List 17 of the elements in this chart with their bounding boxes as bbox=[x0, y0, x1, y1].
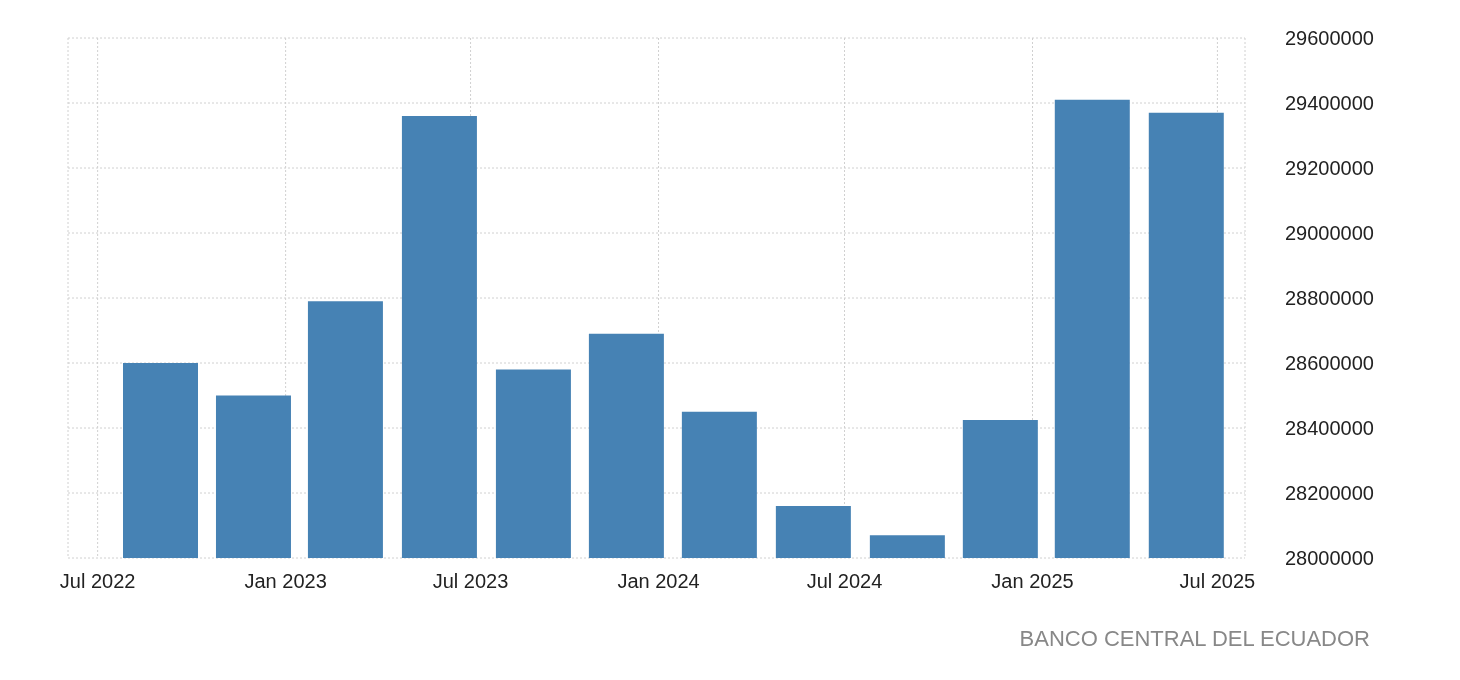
y-tick-label: 28600000 bbox=[1285, 352, 1374, 375]
x-tick-label: Jul 2023 bbox=[432, 570, 509, 593]
y-tick-label: 29000000 bbox=[1285, 222, 1374, 245]
x-tick-label: Jul 2025 bbox=[1179, 570, 1256, 593]
y-tick-label: 29600000 bbox=[1285, 27, 1374, 50]
text: BANCO CENTRAL DEL ECUADOR bbox=[1018, 626, 1371, 652]
y-tick-label: 29400000 bbox=[1285, 92, 1374, 115]
x-tick-label: Jul 2024 bbox=[806, 570, 883, 593]
x-tick-label: Jan 2023 bbox=[244, 570, 327, 593]
x-tick-label: Jan 2025 bbox=[991, 570, 1074, 593]
y-tick-label: 28800000 bbox=[1285, 287, 1374, 310]
y-tick-label: 29200000 bbox=[1285, 157, 1374, 180]
y-tick-label: 28400000 bbox=[1285, 417, 1374, 440]
y-tick-label: 28000000 bbox=[1285, 547, 1374, 570]
x-tick-label: Jul 2022 bbox=[59, 570, 136, 593]
y-tick-label: 28200000 bbox=[1285, 482, 1374, 505]
x-tick-label: Jan 2024 bbox=[617, 570, 700, 593]
